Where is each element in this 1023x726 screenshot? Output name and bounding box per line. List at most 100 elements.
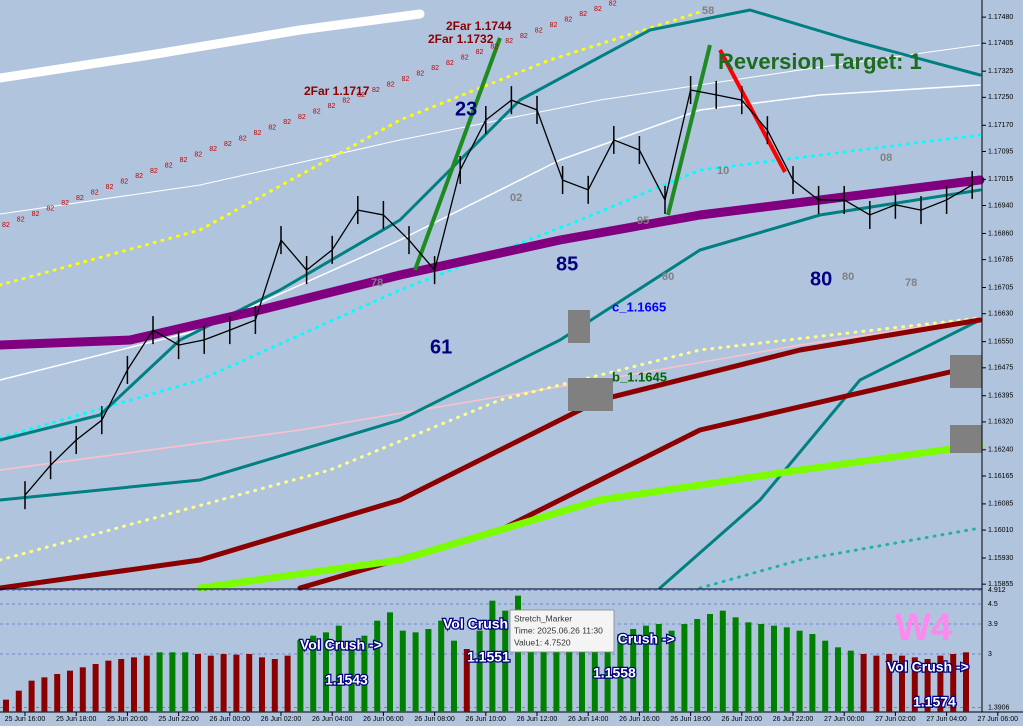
x-tick-label: 25 Jun 22:00: [158, 716, 199, 723]
trail-label: 82: [461, 54, 469, 61]
volume-bar: [451, 640, 457, 712]
x-tick-label: 26 Jun 14:00: [568, 716, 609, 723]
x-tick-label: 26 Jun 20:00: [722, 716, 763, 723]
y-tick-label: 1.16785: [988, 256, 1013, 263]
teal-average: [0, 188, 982, 502]
volume-bar: [105, 660, 112, 712]
trail-label: 82: [17, 216, 25, 223]
volume-bar: [156, 652, 163, 712]
annotation: b_1.1645: [612, 369, 667, 384]
trail-label: 82: [165, 162, 173, 169]
x-tick-label: 26 Jun 10:00: [466, 716, 507, 723]
yellow-dots: [0, 10, 702, 287]
volume-bar: [963, 652, 969, 712]
tooltip-text: Stretch_Marker: [514, 613, 572, 623]
trail-label: 82: [416, 71, 424, 78]
y-tick-label: 1.16940: [988, 202, 1013, 209]
x-tick-label: 26 Jun 12:00: [517, 716, 558, 723]
zone-box: [950, 425, 982, 453]
trail-label: 82: [239, 135, 247, 142]
annotation: 2Far 1.1732: [428, 32, 494, 46]
zone-box: [568, 310, 590, 343]
y-tick-label: 3: [988, 651, 992, 658]
y-tick-label: 1.16705: [988, 284, 1013, 291]
volume-bar: [937, 655, 944, 712]
annotation: 78: [371, 277, 383, 289]
volume-bar: [246, 654, 253, 712]
volume-bar: [655, 624, 662, 712]
annotation: Vol Crush ->: [443, 616, 525, 632]
x-tick-label: 27 Jun 00:00: [824, 716, 865, 723]
y-tick-label: 3.9: [988, 621, 998, 628]
x-tick-label: 26 Jun 04:00: [312, 716, 353, 723]
volume-bar: [323, 632, 329, 712]
trail-label: 82: [254, 130, 262, 137]
x-tick-label: 27 Jun 04:00: [926, 716, 967, 723]
volume-bar: [476, 630, 483, 712]
y-tick-label: 1.16240: [988, 447, 1013, 454]
x-tick-label: 26 Jun 16:00: [619, 716, 660, 723]
volume-bar: [169, 652, 176, 712]
volume-bar: [732, 617, 739, 712]
volume-bar: [207, 655, 214, 712]
volume-bar: [668, 630, 675, 712]
volume-bar: [515, 595, 521, 712]
x-tick-label: 25 Jun 16:00: [5, 716, 46, 723]
volume-bar: [566, 627, 573, 712]
trail-label: 82: [550, 22, 558, 29]
annotation: 95: [637, 215, 649, 227]
volume-bar: [579, 630, 585, 712]
volume-bar: [822, 640, 829, 712]
annotation: 58: [702, 5, 714, 17]
trail-label: 82: [91, 189, 99, 196]
y-tick-label: 1.16085: [988, 501, 1013, 508]
volume-bar: [438, 620, 445, 712]
trail-label: 82: [135, 173, 143, 180]
trail-label: 82: [283, 119, 291, 126]
y-tick-label: 1.17170: [988, 122, 1013, 129]
volume-bar: [643, 625, 649, 712]
trail-label: 82: [76, 195, 84, 202]
volume-bar: [950, 654, 957, 712]
trail-label: 82: [372, 87, 380, 94]
lime-average: [196, 441, 984, 592]
volume-bar: [835, 647, 841, 712]
annotation: 1.1558: [593, 665, 636, 681]
volume-bar: [310, 635, 317, 712]
trail-label: 82: [46, 206, 54, 213]
volume-bar: [92, 664, 99, 712]
trail-label: 82: [402, 76, 410, 83]
y-tick-label: 1.16395: [988, 393, 1013, 400]
volume-bar: [387, 612, 393, 712]
annotation: 23: [455, 98, 477, 120]
y-tick-label: 1.16475: [988, 365, 1013, 372]
annotation: 10: [717, 165, 729, 177]
trail-label: 82: [313, 108, 321, 115]
annotation: Reversion Target: 1: [718, 49, 922, 74]
volume-bar: [412, 632, 419, 712]
volume-bar: [719, 610, 726, 712]
volume-bar: [886, 654, 893, 712]
volume-bar: [425, 629, 432, 712]
volume-bar: [284, 655, 291, 712]
volume-bar: [143, 655, 150, 712]
trail-label: 82: [342, 98, 350, 105]
volume-bar: [745, 622, 752, 712]
volume-bar: [899, 655, 905, 712]
x-tick-label: 26 Jun 22:00: [773, 716, 814, 723]
volume-bar: [707, 614, 713, 712]
volume-bar: [220, 654, 227, 712]
volume-bar: [630, 629, 637, 712]
annotation: 02: [510, 192, 522, 204]
y-tick-label: 1.17095: [988, 148, 1013, 155]
annotation: 08: [880, 152, 892, 164]
volume-bar: [195, 654, 201, 712]
trail-label: 82: [609, 0, 617, 7]
volume-bar: [28, 680, 35, 712]
annotation: 85: [556, 253, 578, 275]
volume-bar: [233, 654, 240, 712]
trail-label: 82: [61, 200, 69, 207]
darkred-average: [0, 317, 983, 591]
volume-bar: [361, 635, 368, 712]
volume-bar: [118, 659, 125, 712]
